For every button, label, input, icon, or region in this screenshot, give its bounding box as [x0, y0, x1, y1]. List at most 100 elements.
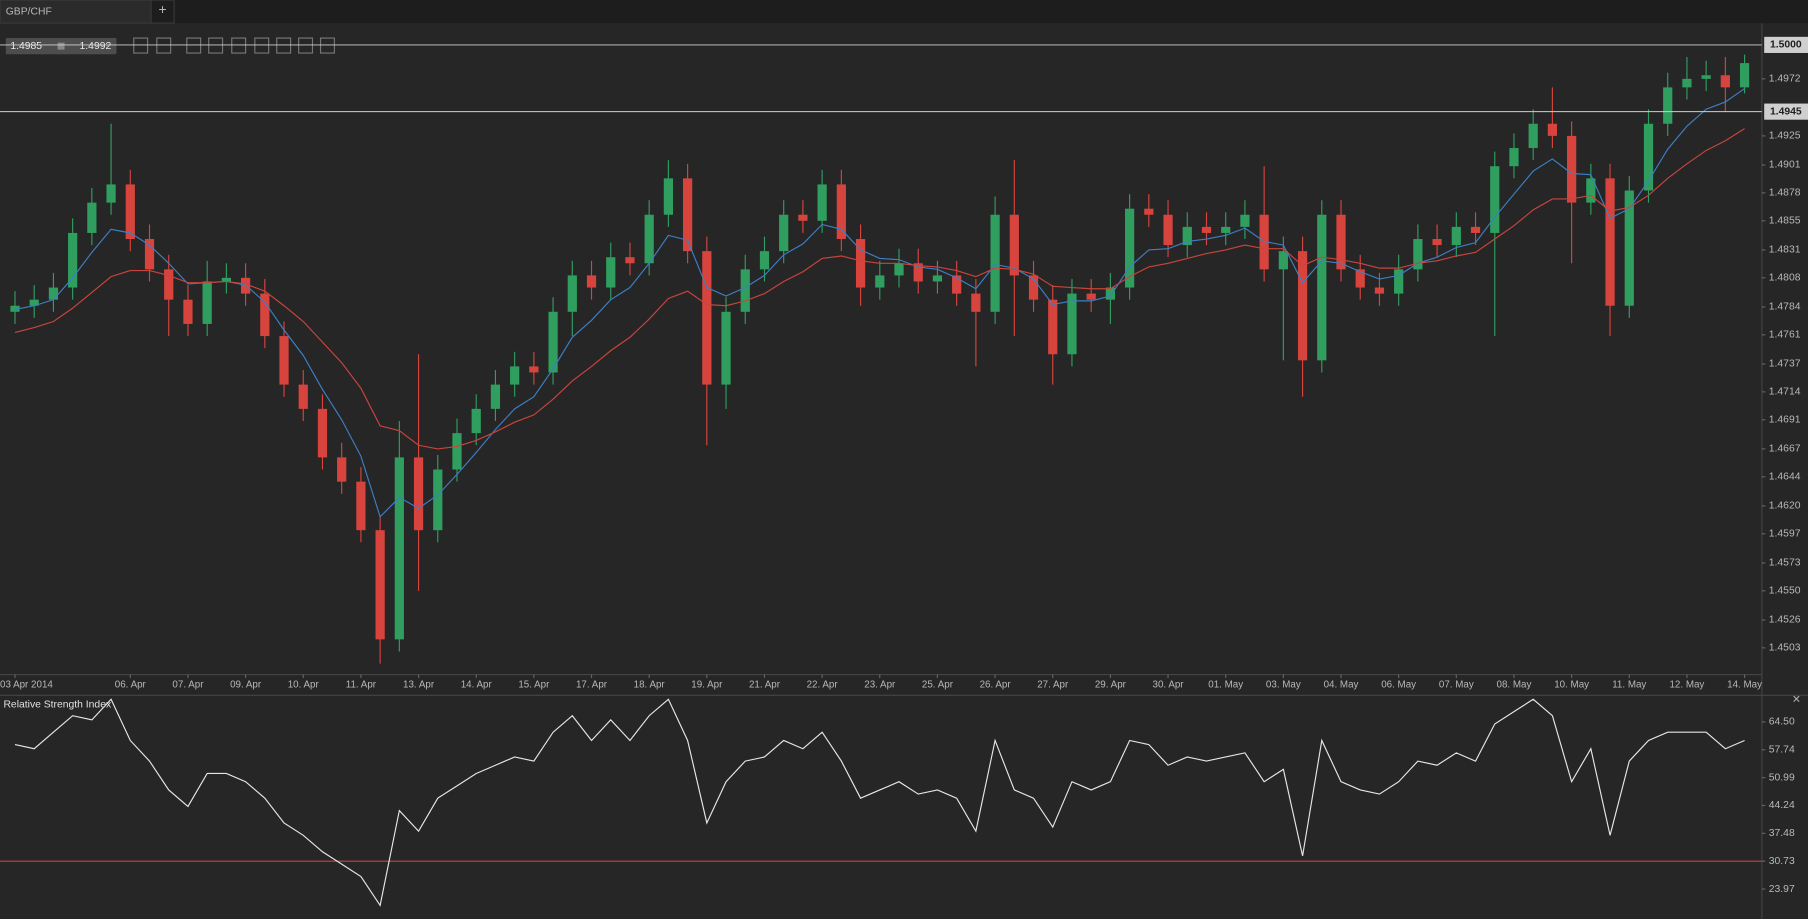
copy[interactable] [276, 37, 292, 54]
candle-body [932, 275, 943, 282]
candle-body [490, 384, 501, 409]
candle-body [10, 305, 20, 312]
candle-body [183, 299, 193, 324]
pen[interactable] [319, 37, 335, 54]
candle-body [1336, 214, 1346, 270]
candle-body [1451, 226, 1461, 246]
candle-body [1144, 208, 1154, 215]
indicators[interactable] [231, 37, 247, 54]
candle-body [164, 269, 174, 300]
candle-body [586, 275, 597, 288]
candle-body [1547, 123, 1558, 136]
y-tick-label: 1.4925 [1769, 131, 1801, 142]
drawing[interactable] [254, 37, 270, 54]
y-tick-label: 50.99 [1769, 772, 1795, 783]
moving-average [14, 128, 1745, 450]
candle-body [721, 311, 731, 385]
candle-body [1528, 123, 1538, 149]
y-tick-label: 1.4573 [1769, 558, 1801, 569]
candle-body [1739, 63, 1750, 88]
rsi-plot [0, 698, 1762, 907]
candle-body [394, 457, 404, 640]
candle-body [144, 239, 155, 270]
candle-body [836, 184, 846, 240]
candle-body [1317, 214, 1327, 361]
candle-body [817, 184, 827, 221]
chart-type[interactable] [208, 37, 224, 54]
y-tick-label: 64.50 [1769, 717, 1795, 728]
x-tick-label: 26. Apr [980, 680, 1012, 691]
y-tick-label: 1.4691 [1769, 415, 1801, 426]
x-tick-label: 10. May [1554, 680, 1589, 691]
x-tick-label: 17. Apr [576, 680, 608, 691]
y-tick-label: 44.24 [1769, 800, 1795, 811]
candle-body [1470, 226, 1481, 233]
candle-body [1374, 287, 1385, 294]
zoom-in[interactable] [156, 37, 172, 54]
price-level-label: 1.5000 [1770, 40, 1802, 51]
edit[interactable] [298, 37, 314, 54]
candle-body [1240, 214, 1250, 227]
ask: 1.4992 [80, 41, 112, 52]
x-tick-label: 10. Apr [288, 680, 320, 691]
x-tick-label: 06. Apr [115, 680, 147, 691]
candle-body [221, 277, 231, 282]
candle-body [1221, 226, 1231, 233]
candle-body [682, 178, 693, 252]
y-tick-label: 1.4620 [1769, 501, 1801, 512]
candle-body [990, 214, 1000, 312]
candle-body [1682, 78, 1692, 88]
candle-body [779, 214, 789, 252]
x-tick-label: 13. Apr [403, 680, 435, 691]
candle-body [375, 530, 385, 640]
candle-body [1432, 239, 1442, 246]
candle-body [337, 457, 347, 482]
x-tick-label: 04. May [1324, 680, 1359, 691]
x-tick-label: 25. Apr [922, 680, 954, 691]
candle-body [1605, 178, 1615, 306]
candle-body [1201, 226, 1212, 233]
x-tick-label: 30. Apr [1153, 680, 1185, 691]
timeframe[interactable] [186, 37, 202, 54]
candle-body [1259, 214, 1269, 270]
candle-body [1355, 269, 1365, 288]
y-tick-label: 1.4972 [1769, 74, 1801, 85]
candle-body [894, 263, 904, 276]
y-tick-label: 23.97 [1769, 884, 1795, 895]
candle-body [740, 269, 750, 312]
candle-body [759, 251, 770, 270]
candle-body [1297, 251, 1308, 361]
candle-body [413, 457, 424, 531]
candle-body [1490, 166, 1500, 233]
y-tick-label: 1.4503 [1769, 643, 1801, 654]
zoom-out[interactable] [133, 37, 149, 54]
y-tick-label: 37.48 [1769, 828, 1795, 839]
candle-body [875, 275, 885, 288]
y-tick-label: 1.4855 [1769, 216, 1801, 227]
x-tick-label: 14. May [1727, 680, 1762, 691]
candle-body [1028, 275, 1039, 300]
indicator-close[interactable]: × [1792, 691, 1800, 707]
rsi-line [14, 698, 1745, 907]
y-tick-label: 1.4901 [1769, 160, 1801, 171]
candle-body [1067, 293, 1077, 355]
candle-body [1663, 87, 1673, 124]
candle-body [471, 408, 481, 434]
x-tick-label: 15. Apr [518, 680, 550, 691]
y-tick-label: 1.4526 [1769, 615, 1801, 626]
candle-body [433, 469, 443, 531]
candle-body [1586, 178, 1596, 203]
y-tick-label: 1.4714 [1769, 387, 1801, 398]
candle-body [663, 178, 674, 215]
x-tick-label: 06. May [1381, 680, 1416, 691]
x-tick-label: 07. Apr [172, 680, 204, 691]
tab-title: GBP/CHF [6, 6, 52, 17]
add-tab[interactable] [150, 0, 175, 24]
moving-average [14, 88, 1745, 518]
candle-body [1701, 75, 1711, 79]
candle-body [356, 481, 366, 531]
quote-separator [57, 42, 65, 50]
candle-body [1643, 123, 1654, 191]
